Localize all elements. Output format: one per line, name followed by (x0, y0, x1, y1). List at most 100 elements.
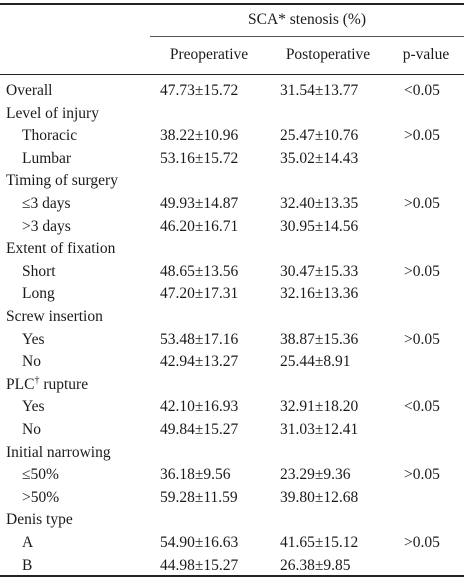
row-label-text: Yes (22, 398, 45, 416)
preoperative-value: 42.10±16.93 (160, 398, 239, 416)
table-row: A 54.90±16.63 41.65±15.12 >0.05 (0, 530, 464, 556)
p-value: >0.05 (404, 195, 440, 212)
table-row: Yes 53.48±17.16 38.87±15.36 >0.05 (0, 327, 464, 353)
p-value: <0.05 (404, 82, 440, 99)
table-row: No 42.94±13.27 25.44±8.91 (0, 349, 464, 375)
table-top-rule (0, 3, 464, 5)
row-label-text: Timing of surgery (6, 172, 118, 190)
postoperative-value: 23.29±9.36 (280, 466, 351, 484)
row-label-text: Overall (6, 82, 53, 99)
row-label-text: Yes (22, 330, 45, 348)
table-row: Yes 42.10±16.93 32.91±18.20 <0.05 (0, 394, 464, 420)
preoperative-value: 47.20±17.31 (160, 285, 239, 303)
table-row: Screw insertion (0, 304, 464, 330)
preoperative-value: 48.65±13.56 (160, 262, 239, 280)
row-label: Screw insertion (6, 307, 103, 327)
row-label-text: Level of injury (6, 104, 99, 122)
table-row: Thoracic 38.22±10.96 25.47±10.76 >0.05 (0, 123, 464, 149)
row-label-text: ≤50% (22, 466, 59, 484)
postoperative-value: 25.44±8.91 (280, 353, 351, 371)
postoperative-value: 32.40±13.35 (280, 195, 359, 212)
row-label-text: >3 days (22, 217, 71, 235)
preoperative-value: 53.16±15.72 (160, 149, 239, 167)
row-label: Yes (22, 397, 45, 417)
p-value: >0.05 (404, 330, 440, 348)
row-label-text: Initial narrowing (6, 443, 111, 461)
postoperative-value: 26.38±9.85 (280, 556, 351, 574)
row-label-text: >50% (22, 488, 60, 506)
preoperative-value: 49.93±14.87 (160, 195, 239, 212)
table-row: Short 48.65±13.56 30.47±15.33 >0.05 (0, 259, 464, 285)
row-label: B (22, 556, 32, 576)
row-label-text: A (22, 534, 34, 551)
postoperative-value: 32.91±18.20 (280, 398, 359, 416)
row-label-text: Screw insertion (6, 308, 103, 325)
p-value: >0.05 (404, 262, 440, 280)
row-label: Thoracic (22, 126, 77, 146)
postoperative-value: 25.47±10.76 (280, 127, 359, 145)
row-label-text: No (22, 353, 41, 371)
row-label-suffix: rupture (39, 375, 89, 393)
table-row: Lumbar 53.16±15.72 35.02±14.43 (0, 146, 464, 172)
row-label-text: Short (22, 262, 56, 280)
postoperative-value: 39.80±12.68 (280, 488, 359, 506)
table-row: Overall 47.73±15.72 31.54±13.77 <0.05 (0, 78, 464, 104)
table-row: No 49.84±15.27 31.03±12.41 (0, 417, 464, 443)
table-row: Long 47.20±17.31 32.16±13.36 (0, 281, 464, 307)
table-bottom-rule (0, 575, 464, 577)
preoperative-value: 38.22±10.96 (160, 127, 239, 145)
postoperative-value: 41.65±15.12 (280, 534, 359, 551)
table-row: Timing of surgery (0, 168, 464, 194)
row-label-text: PLC (6, 375, 35, 393)
row-label: PLC† rupture (6, 375, 88, 395)
table-row: Denis type (0, 507, 464, 533)
p-value: >0.05 (404, 127, 440, 145)
p-value: >0.05 (404, 466, 440, 484)
table-row: Extent of fixation (0, 236, 464, 262)
table-row: PLC† rupture (0, 372, 464, 398)
row-label: Long (22, 284, 55, 304)
row-label: >50% (22, 488, 59, 508)
table-row: >3 days 46.20±16.71 30.95±14.56 (0, 214, 464, 240)
postoperative-value: 30.47±15.33 (280, 262, 359, 280)
row-label-text: Denis type (6, 511, 73, 529)
row-label: Level of injury (6, 104, 99, 124)
row-label: Short (22, 262, 56, 282)
row-label: No (22, 352, 41, 372)
row-label: >3 days (22, 217, 71, 237)
column-header-postoperative: Postoperative (285, 46, 371, 63)
column-group-header: SCA* stenosis (%) (248, 11, 366, 28)
row-label: Extent of fixation (6, 239, 115, 259)
table-row: Level of injury (0, 101, 464, 127)
postoperative-value: 31.03±12.41 (280, 421, 359, 438)
preoperative-value: 49.84±15.27 (160, 421, 239, 438)
row-label: ≤50% (22, 465, 59, 485)
row-label: Initial narrowing (6, 443, 111, 463)
table-row: B 44.98±15.27 26.38±9.85 (0, 553, 464, 579)
preoperative-value: 54.90±16.63 (160, 534, 239, 551)
preoperative-value: 36.18±9.56 (160, 466, 231, 484)
table-row: ≤3 days 49.93±14.87 32.40±13.35 >0.05 (0, 191, 464, 217)
row-label: Timing of surgery (6, 171, 118, 191)
preoperative-value: 47.73±15.72 (160, 82, 239, 99)
footnote-marker: † (34, 374, 40, 386)
row-label-text: ≤3 days (22, 195, 71, 212)
preoperative-value: 42.94±13.27 (160, 353, 239, 371)
postoperative-value: 32.16±13.36 (280, 285, 359, 303)
preoperative-value: 46.20±16.71 (160, 217, 239, 235)
row-label: ≤3 days (22, 194, 71, 214)
preoperative-value: 59.28±11.59 (160, 488, 238, 506)
row-label: A (22, 533, 33, 553)
preoperative-value: 44.98±15.27 (160, 556, 239, 574)
postoperative-value: 31.54±13.77 (280, 82, 359, 99)
header-subrule (150, 36, 464, 37)
row-label-text: B (22, 556, 33, 574)
p-value: >0.05 (404, 534, 440, 551)
p-value: <0.05 (404, 398, 440, 416)
row-label-text: Extent of fixation (6, 240, 116, 258)
row-label-text: No (22, 421, 41, 438)
postoperative-value: 35.02±14.43 (280, 149, 359, 167)
table-row: >50% 59.28±11.59 39.80±12.68 (0, 485, 464, 511)
row-label-text: Lumbar (22, 149, 72, 167)
